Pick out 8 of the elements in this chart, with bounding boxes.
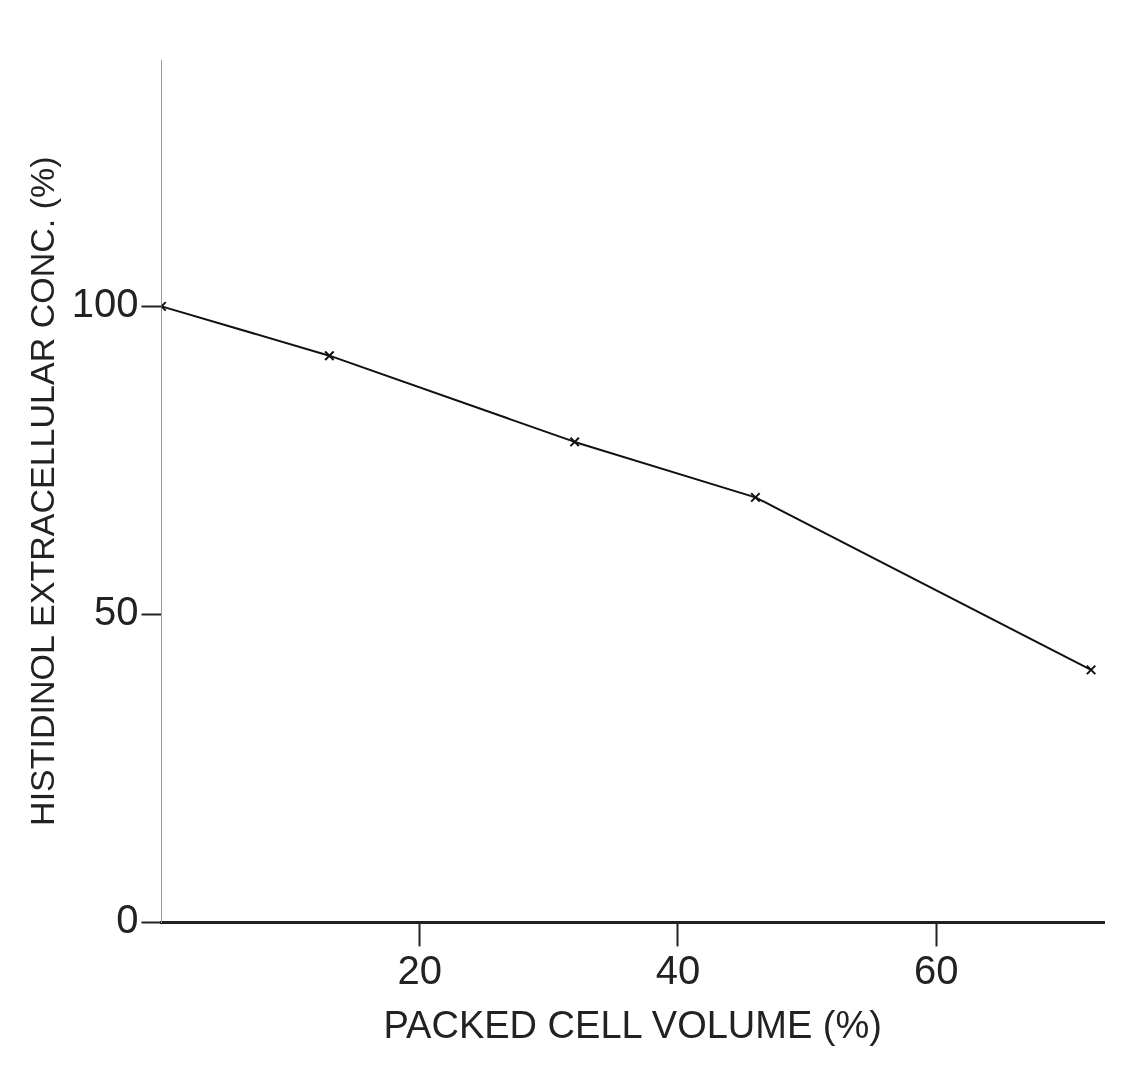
x-tick-label: 20	[397, 948, 442, 993]
y-tick-label: 0	[116, 897, 139, 942]
x-tick-label: 40	[655, 948, 701, 993]
y-tick-label: 50	[94, 589, 139, 634]
x-tick-label: 60	[913, 948, 959, 993]
x-axis-title: PACKED CELL VOLUME (%)	[383, 1003, 882, 1046]
y-axis-title: HISTIDINOL EXTRACELLULAR CONC. (%)	[22, 156, 61, 826]
y-tick-label: 100	[71, 281, 139, 326]
